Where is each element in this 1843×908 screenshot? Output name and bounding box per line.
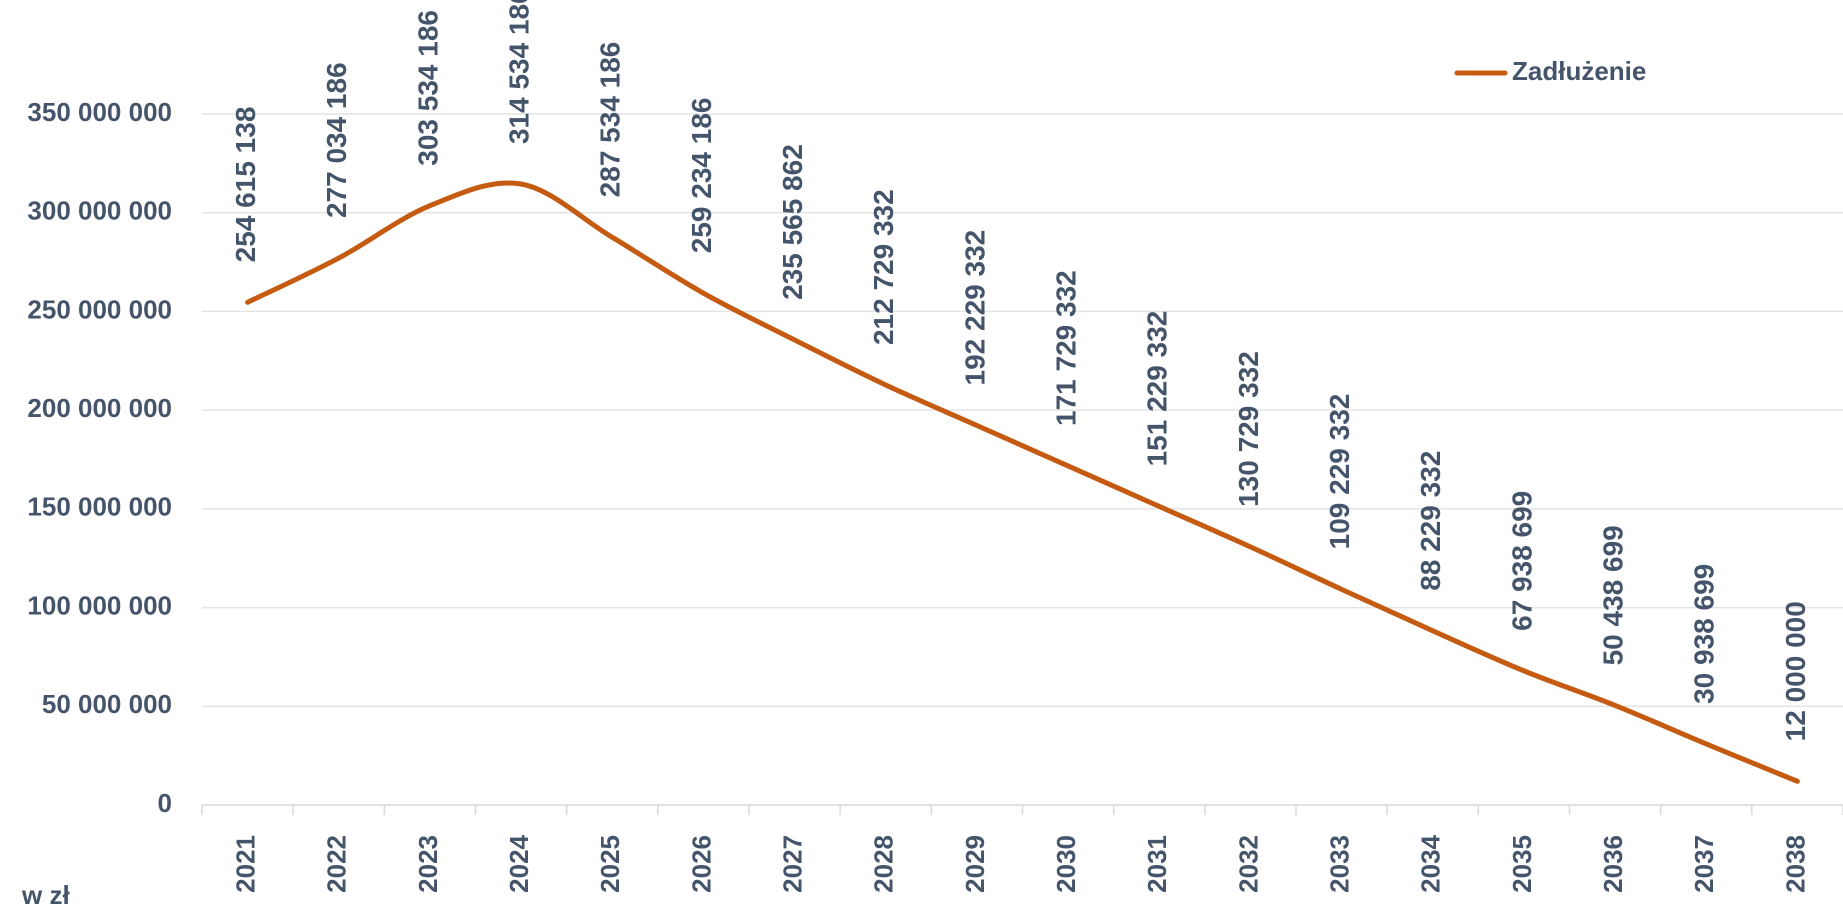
x-tick-label: 2038 xyxy=(1780,835,1810,893)
data-label: 314 534 186 xyxy=(503,0,534,144)
data-label: 109 229 332 xyxy=(1324,394,1355,550)
x-tick-label: 2027 xyxy=(777,835,807,893)
y-tick-label: 300 000 000 xyxy=(27,196,172,226)
y-tick-label: 150 000 000 xyxy=(27,492,172,522)
data-label: 287 534 186 xyxy=(595,42,626,198)
data-label: 67 938 699 xyxy=(1506,491,1537,631)
x-tick-label: 2037 xyxy=(1689,835,1719,893)
data-label: 130 729 332 xyxy=(1233,351,1264,507)
y-tick-label: 50 000 000 xyxy=(42,689,172,719)
data-label: 303 534 186 xyxy=(412,10,443,166)
data-label: 277 034 186 xyxy=(321,62,352,218)
data-label: 50 438 699 xyxy=(1597,525,1628,665)
x-tick-label: 2023 xyxy=(413,835,443,893)
y-tick-label: 100 000 000 xyxy=(27,590,172,620)
x-tick-label: 2029 xyxy=(960,835,990,893)
data-label: 151 229 332 xyxy=(1142,311,1173,467)
y-tick-label: 0 xyxy=(158,788,172,818)
data-line xyxy=(245,180,1800,784)
data-label: 254 615 138 xyxy=(230,107,261,263)
data-label: 12 000 000 xyxy=(1780,601,1811,741)
legend-label: Zadłużenie xyxy=(1512,56,1646,86)
x-tick-label: 2036 xyxy=(1598,835,1628,893)
data-label: 192 229 332 xyxy=(959,230,990,386)
x-tick-label: 2033 xyxy=(1324,835,1354,893)
x-tick-label: 2024 xyxy=(504,834,534,892)
x-tick-label: 2032 xyxy=(1233,835,1263,893)
x-tick-label: 2031 xyxy=(1142,835,1172,893)
data-label: 235 565 862 xyxy=(777,144,808,300)
data-label: 212 729 332 xyxy=(868,189,899,345)
x-tick-label: 2025 xyxy=(595,835,625,893)
data-label: 259 234 186 xyxy=(686,97,717,253)
x-tick-label: 2028 xyxy=(869,835,899,893)
y-tick-label: 350 000 000 xyxy=(27,97,172,127)
x-tick-label: 2022 xyxy=(322,835,352,893)
x-tick-label: 2030 xyxy=(1051,835,1081,893)
y-axis-unit: w zł xyxy=(21,880,70,908)
data-label: 171 729 332 xyxy=(1050,270,1081,426)
data-label: 88 229 332 xyxy=(1415,451,1446,591)
x-tick-label: 2021 xyxy=(230,835,260,893)
x-tick-label: 2034 xyxy=(1416,834,1446,892)
data-label: 30 938 699 xyxy=(1689,564,1720,704)
x-tick-label: 2035 xyxy=(1507,835,1537,893)
y-tick-label: 250 000 000 xyxy=(27,294,172,324)
x-tick-label: 2026 xyxy=(686,835,716,893)
y-tick-label: 200 000 000 xyxy=(27,393,172,423)
